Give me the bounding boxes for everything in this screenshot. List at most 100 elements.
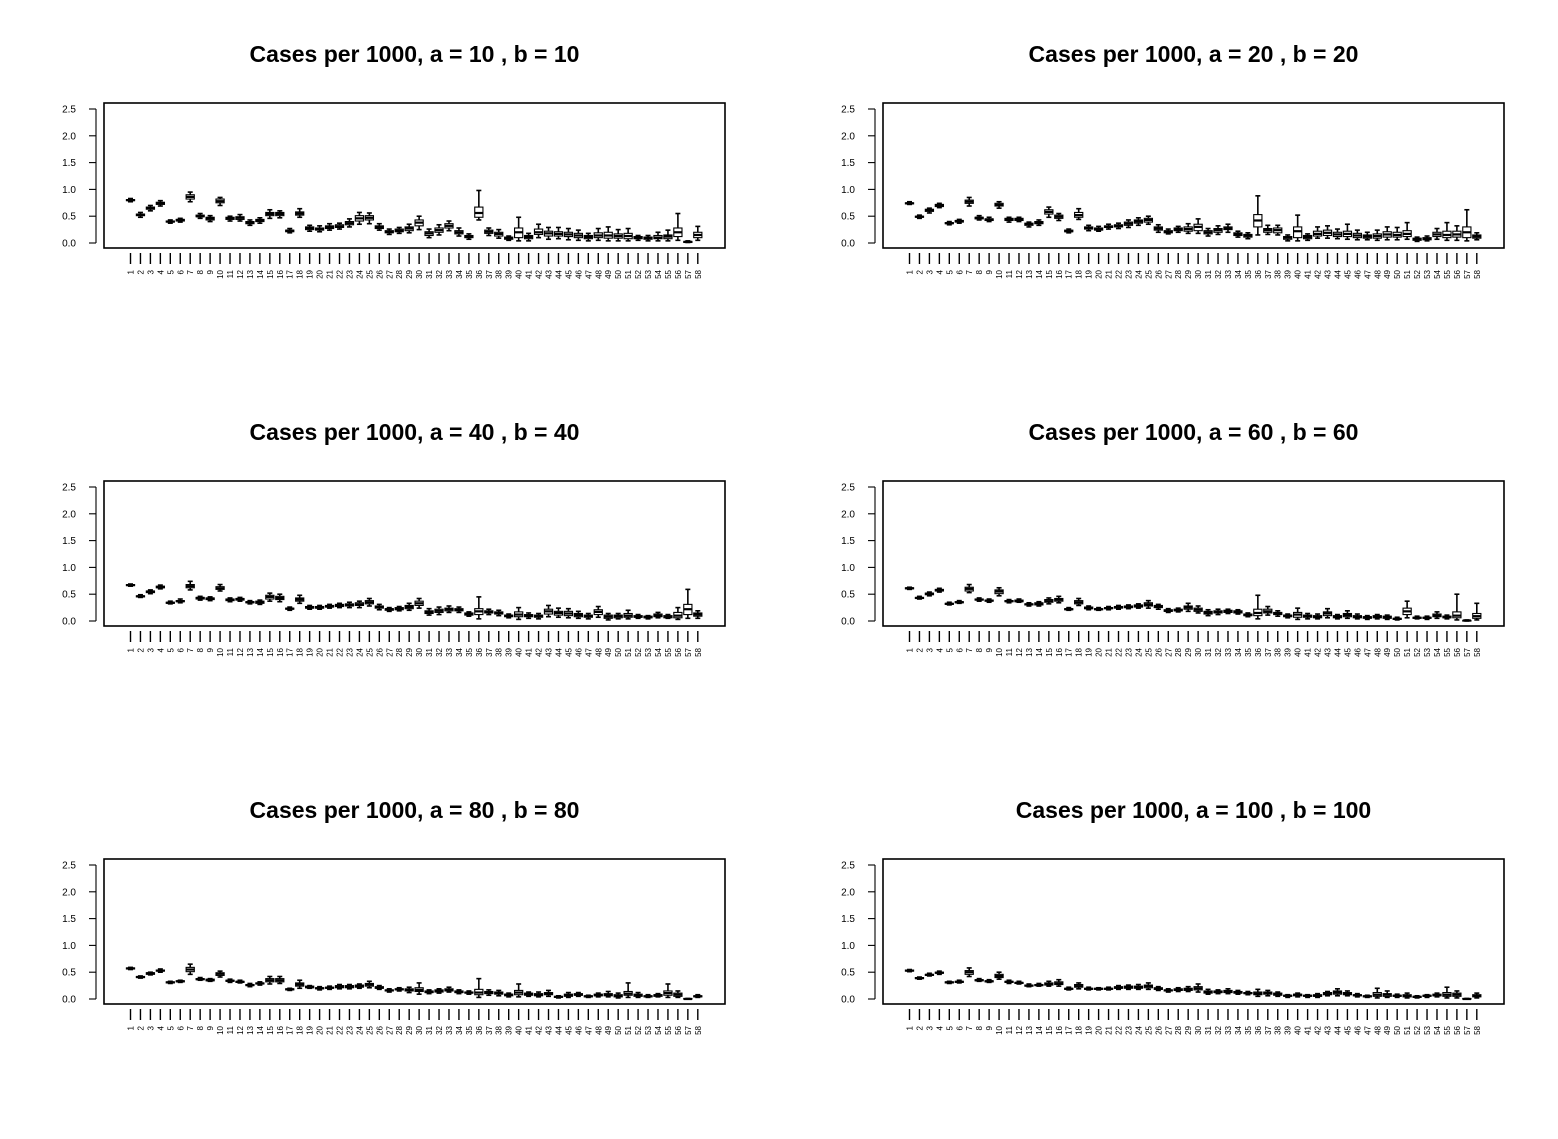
x-tick-label: 54 (1433, 269, 1442, 278)
x-tick-label: 42 (1314, 1025, 1323, 1034)
boxplot-box (1462, 997, 1472, 1001)
boxplot-box (1472, 232, 1482, 241)
x-tick-label: 5 (166, 647, 175, 652)
boxplot-box (424, 989, 434, 995)
x-tick-label: 13 (1025, 1025, 1034, 1034)
boxplot-box (523, 232, 534, 242)
boxplot-box (964, 196, 974, 207)
boxplot-box (1014, 598, 1024, 604)
boxplot-box (374, 222, 384, 231)
x-tick-label: 16 (1055, 269, 1064, 278)
x-tick-label: 14 (256, 269, 265, 278)
x-tick-label: 27 (385, 1025, 394, 1034)
x-tick-label: 55 (664, 269, 673, 278)
x-tick-label: 46 (574, 269, 583, 278)
boxplot-box (994, 971, 1004, 980)
boxplot-box (334, 602, 345, 609)
x-tick-label: 56 (1453, 647, 1462, 656)
y-tick-label: 2.0 (841, 131, 855, 142)
plot-frame (882, 858, 1505, 1005)
x-tick-label: 50 (1393, 647, 1402, 656)
x-tick-label: 36 (475, 647, 484, 656)
boxplot-box (1293, 214, 1303, 242)
boxplot-box (1093, 225, 1104, 233)
boxplot-box (404, 223, 414, 234)
boxplot-box (673, 606, 683, 621)
boxplot-box (663, 229, 673, 242)
boxplot-box (623, 609, 633, 620)
y-tick-label: 0.5 (841, 968, 855, 979)
plot-frame (882, 102, 1505, 249)
y-tick-label: 0.0 (841, 239, 855, 250)
boxplot-box (1014, 216, 1024, 223)
x-tick-label: 21 (1105, 1025, 1114, 1034)
boxplot-box (944, 980, 954, 985)
x-tick-label: 29 (1184, 269, 1193, 278)
boxplot-box (583, 232, 593, 242)
boxplot-box (364, 597, 375, 607)
x-tick-label: 32 (435, 269, 444, 278)
boxplot-box (1014, 980, 1024, 985)
boxplot-box (1243, 990, 1253, 996)
x-tick-label: 42 (1314, 269, 1323, 278)
boxplot-box (464, 233, 474, 241)
x-tick-label: 1 (906, 647, 915, 652)
boxplot-box (643, 614, 653, 620)
boxplot-box (1322, 607, 1333, 619)
boxplot-box (1312, 226, 1323, 239)
boxplot-box (255, 599, 265, 606)
boxplot-box (904, 968, 915, 973)
boxplot-box (593, 605, 603, 619)
x-tick-label: 32 (435, 647, 444, 656)
x-tick-label: 20 (316, 647, 325, 656)
y-tick-label: 0.0 (841, 617, 855, 628)
boxplot-box (663, 613, 673, 620)
boxplot-box (1332, 988, 1343, 997)
x-tick-label: 8 (196, 647, 205, 652)
y-tick-label: 1.0 (841, 563, 855, 574)
boxplot-box (1093, 606, 1104, 612)
x-tick-label: 8 (975, 647, 984, 652)
boxplot-box (1382, 990, 1392, 999)
boxplot-box (974, 597, 984, 602)
x-tick-label: 13 (246, 269, 255, 278)
boxplot-box (653, 231, 663, 242)
boxplot-box (484, 608, 494, 616)
boxplot-box (904, 586, 915, 591)
x-tick-label: 42 (535, 1025, 544, 1034)
x-tick-label: 49 (1383, 647, 1392, 656)
x-tick-label: 22 (1115, 269, 1124, 278)
boxplot-box (1332, 228, 1343, 240)
y-tick-label: 0.5 (841, 590, 855, 601)
x-tick-label: 53 (1423, 647, 1432, 656)
boxplot-box (364, 212, 375, 225)
boxplot-box (324, 222, 335, 231)
y-tick-label: 1.0 (841, 941, 855, 952)
boxplot-box (265, 208, 275, 220)
boxplot-box (593, 227, 603, 242)
x-tick-label: 7 (186, 269, 195, 274)
boxplot-box (1422, 993, 1432, 999)
boxplot-box (944, 601, 954, 606)
x-tick-label: 29 (405, 1025, 414, 1034)
x-tick-label: 10 (216, 647, 225, 656)
boxplot-box (344, 601, 355, 609)
x-tick-label: 2 (915, 1025, 924, 1030)
x-tick-label: 53 (1423, 1025, 1432, 1034)
boxplot-box (434, 988, 444, 994)
x-tick-label: 5 (945, 1025, 954, 1030)
boxplot-box (1143, 982, 1154, 991)
boxplot-box (175, 979, 185, 984)
x-tick-label: 1 (906, 269, 915, 274)
x-tick-label: 39 (1284, 1025, 1293, 1034)
boxplot-box (1133, 603, 1144, 609)
boxplot-box (1074, 207, 1084, 221)
boxplot-box (235, 213, 245, 222)
x-tick-label: 21 (326, 1025, 335, 1034)
x-tick-label: 51 (624, 647, 633, 656)
boxplot-box (384, 606, 394, 613)
x-tick-label: 21 (1105, 269, 1114, 278)
boxplot-box (1322, 225, 1333, 239)
x-tick-label: 49 (1383, 269, 1392, 278)
boxplot-box (1352, 229, 1363, 241)
